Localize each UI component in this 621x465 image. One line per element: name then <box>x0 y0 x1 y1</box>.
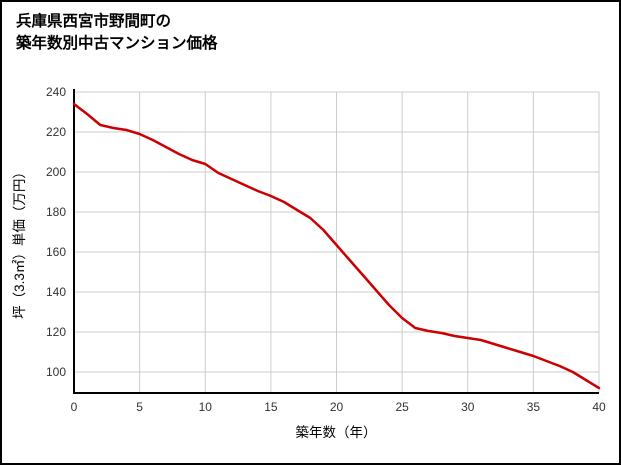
chart-title: 兵庫県西宮市野間町の 築年数別中古マンション価格 <box>16 11 218 56</box>
x-tick-label: 10 <box>199 400 213 414</box>
y-tick-label: 240 <box>46 85 66 99</box>
x-tick-label: 30 <box>461 400 475 414</box>
tick-labels: 0 5 10 15 20 25 30 35 40 100 120 140 160 180 200 220 240 <box>46 85 606 414</box>
x-tick-label: 20 <box>330 400 344 414</box>
x-tick-label: 25 <box>395 400 409 414</box>
series-layer <box>72 102 601 390</box>
y-tick-label: 180 <box>46 205 66 219</box>
y-tick-label: 100 <box>46 365 66 379</box>
chart-title-line2: 築年数別中古マンション価格 <box>16 35 218 53</box>
y-tick-label: 120 <box>46 325 66 339</box>
x-axis-label: 築年数（年） <box>296 425 377 440</box>
price-line-series <box>72 102 601 390</box>
y-tick-label: 200 <box>46 165 66 179</box>
y-tick-label: 160 <box>46 245 66 259</box>
y-axis-label: 坪（3.3㎡）単価（万円） <box>12 165 27 319</box>
grid-layer <box>74 91 600 393</box>
x-tick-label: 0 <box>71 400 78 414</box>
chart-title-line1: 兵庫県西宮市野間町の <box>16 13 172 30</box>
y-tick-label: 220 <box>46 125 66 139</box>
x-tick-label: 35 <box>527 400 541 414</box>
x-tick-label: 15 <box>264 400 278 414</box>
y-tick-label: 140 <box>46 285 66 299</box>
x-tick-label: 5 <box>136 400 143 414</box>
x-tick-label: 40 <box>592 400 606 414</box>
axes <box>73 89 599 394</box>
